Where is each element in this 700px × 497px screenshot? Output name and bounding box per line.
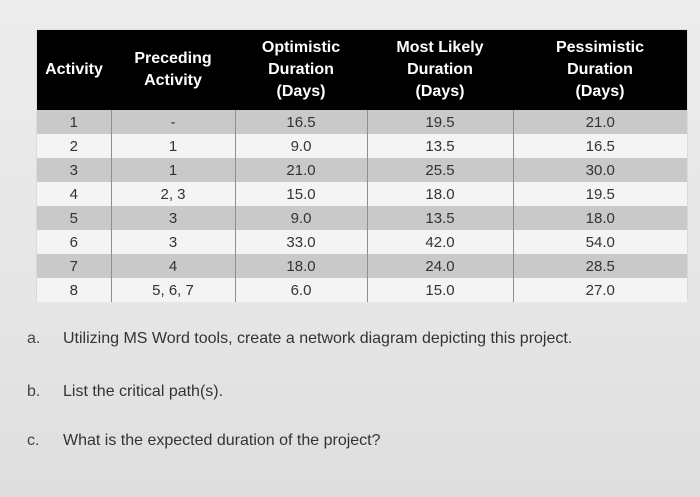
cell-optimistic: 33.0 — [235, 230, 368, 254]
header-pessimistic-duration: Pessimistic Duration (Days) — [513, 30, 687, 110]
cell-most-likely: 24.0 — [367, 254, 514, 278]
question-b: b. List the critical path(s). — [27, 383, 223, 401]
question-c-label: c. — [27, 432, 40, 449]
header-preceding-activity: Preceding Activity — [111, 30, 235, 110]
cell-preceding: 4 — [111, 254, 236, 278]
table-row: 3 1 21.0 25.5 30.0 — [37, 158, 687, 182]
table-row: 8 5, 6, 7 6.0 15.0 27.0 — [37, 278, 687, 302]
cell-most-likely: 42.0 — [367, 230, 514, 254]
cell-optimistic: 9.0 — [235, 206, 368, 230]
cell-pessimistic: 54.0 — [513, 230, 687, 254]
header-optimistic-duration: Optimistic Duration (Days) — [235, 30, 367, 110]
cell-preceding: 1 — [111, 134, 236, 158]
cell-activity: 1 — [37, 110, 112, 134]
cell-optimistic: 6.0 — [235, 278, 368, 302]
table-row: 5 3 9.0 13.5 18.0 — [37, 206, 687, 230]
cell-most-likely: 15.0 — [367, 278, 514, 302]
cell-pessimistic: 16.5 — [513, 134, 687, 158]
cell-preceding: 1 — [111, 158, 236, 182]
cell-pessimistic: 28.5 — [513, 254, 687, 278]
table-row: 6 3 33.0 42.0 54.0 — [37, 230, 687, 254]
question-a-label: a. — [27, 330, 41, 347]
cell-optimistic: 16.5 — [235, 110, 368, 134]
activity-table: Activity Preceding Activity Optimistic Dur… — [37, 30, 687, 302]
cell-preceding: - — [111, 110, 236, 134]
cell-preceding: 3 — [111, 206, 236, 230]
cell-activity: 4 — [37, 182, 112, 206]
question-a: a. Utilizing MS Word tools, create a netw… — [27, 330, 572, 348]
cell-pessimistic: 21.0 — [513, 110, 687, 134]
header-most-likely-duration: Most Likely Duration (Days) — [367, 30, 513, 110]
table-row: 4 2, 3 15.0 18.0 19.5 — [37, 182, 687, 206]
question-c-text: What is the expected duration of the pro… — [63, 432, 381, 449]
cell-pessimistic: 30.0 — [513, 158, 687, 182]
table-body: 1-16.5 19.5 21.0 2 1 9.0 13.5 16.5 3 1 21.0 25.5 30.… — [37, 110, 687, 302]
cell-optimistic: 9.0 — [235, 134, 368, 158]
cell-preceding: 5, 6, 7 — [111, 278, 236, 302]
pert-table: Activity Preceding Activity Optimistic Dur… — [37, 30, 687, 302]
cell-most-likely: 18.0 — [367, 182, 514, 206]
cell-pessimistic: 19.5 — [513, 182, 687, 206]
table-row: 1-16.5 19.5 21.0 — [37, 110, 687, 134]
cell-activity: 3 — [37, 158, 112, 182]
question-b-label: b. — [27, 383, 41, 400]
question-b-text: List the critical path(s). — [63, 383, 224, 400]
cell-preceding: 2, 3 — [111, 182, 236, 206]
header-row: Activity Preceding Activity Optimistic Dur… — [37, 30, 687, 110]
cell-activity: 2 — [37, 134, 112, 158]
cell-optimistic: 18.0 — [235, 254, 368, 278]
table-row: 2 1 9.0 13.5 16.5 — [37, 134, 687, 158]
cell-pessimistic: 18.0 — [513, 206, 687, 230]
question-c: c. What is the expected duration of the p… — [27, 432, 381, 450]
cell-most-likely: 13.5 — [367, 134, 514, 158]
table-row: 7 4 18.0 24.0 28.5 — [37, 254, 687, 278]
header-activity: Activity — [37, 30, 111, 110]
cell-preceding: 3 — [111, 230, 236, 254]
question-a-text: Utilizing MS Word tools, create a networ… — [63, 330, 573, 347]
cell-pessimistic: 27.0 — [513, 278, 687, 302]
cell-most-likely: 13.5 — [367, 206, 514, 230]
cell-activity: 8 — [37, 278, 112, 302]
cell-most-likely: 19.5 — [367, 110, 514, 134]
cell-activity: 5 — [37, 206, 112, 230]
cell-activity: 7 — [37, 254, 112, 278]
cell-optimistic: 15.0 — [235, 182, 368, 206]
cell-most-likely: 25.5 — [367, 158, 514, 182]
cell-activity: 6 — [37, 230, 112, 254]
cell-optimistic: 21.0 — [235, 158, 368, 182]
